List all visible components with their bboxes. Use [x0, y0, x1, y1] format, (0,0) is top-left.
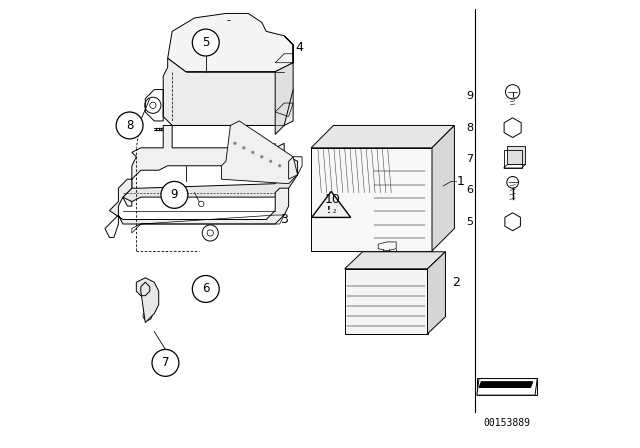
- Circle shape: [319, 218, 321, 220]
- Text: 8: 8: [467, 123, 474, 133]
- Circle shape: [145, 97, 161, 113]
- Text: 10: 10: [324, 193, 340, 206]
- Polygon shape: [123, 125, 284, 206]
- Circle shape: [192, 29, 219, 56]
- Polygon shape: [221, 121, 298, 184]
- Polygon shape: [163, 58, 293, 125]
- Text: 1: 1: [457, 175, 465, 188]
- Polygon shape: [311, 125, 454, 148]
- Polygon shape: [432, 125, 454, 251]
- Circle shape: [325, 224, 328, 227]
- Text: 5: 5: [202, 36, 209, 49]
- Circle shape: [202, 225, 218, 241]
- Polygon shape: [505, 213, 520, 231]
- Circle shape: [337, 243, 340, 246]
- Circle shape: [332, 237, 334, 239]
- Circle shape: [319, 243, 321, 246]
- Circle shape: [344, 224, 346, 227]
- Polygon shape: [345, 252, 445, 269]
- Circle shape: [337, 224, 340, 227]
- Circle shape: [161, 181, 188, 208]
- Text: 9: 9: [171, 188, 178, 202]
- Circle shape: [325, 230, 328, 233]
- Circle shape: [344, 230, 346, 233]
- Circle shape: [143, 311, 152, 320]
- Circle shape: [234, 142, 236, 145]
- Text: 6: 6: [467, 185, 474, 195]
- Circle shape: [332, 218, 334, 220]
- Polygon shape: [109, 179, 289, 224]
- Polygon shape: [508, 146, 525, 164]
- Polygon shape: [504, 118, 521, 138]
- Text: !: !: [327, 206, 331, 215]
- Bar: [371, 155, 428, 244]
- Polygon shape: [504, 164, 525, 168]
- Text: 00153889: 00153889: [484, 418, 531, 428]
- Circle shape: [507, 177, 518, 188]
- Polygon shape: [479, 382, 533, 388]
- Circle shape: [344, 243, 346, 246]
- Circle shape: [344, 237, 346, 239]
- Circle shape: [325, 218, 328, 220]
- Polygon shape: [479, 382, 533, 388]
- Circle shape: [269, 160, 272, 163]
- Polygon shape: [168, 13, 293, 72]
- Text: 2: 2: [452, 276, 460, 289]
- Circle shape: [192, 276, 219, 302]
- Circle shape: [337, 237, 340, 239]
- Text: 2: 2: [333, 209, 336, 215]
- Text: 8: 8: [126, 119, 133, 132]
- Circle shape: [319, 230, 321, 233]
- Circle shape: [325, 243, 328, 246]
- Text: 4: 4: [296, 40, 303, 54]
- Text: 7: 7: [162, 356, 169, 370]
- Polygon shape: [428, 252, 445, 334]
- Text: 5: 5: [467, 217, 474, 227]
- Circle shape: [243, 146, 245, 149]
- Circle shape: [116, 112, 143, 139]
- Polygon shape: [312, 191, 351, 217]
- Circle shape: [332, 243, 334, 246]
- Circle shape: [278, 164, 281, 167]
- Circle shape: [152, 349, 179, 376]
- Polygon shape: [275, 36, 293, 134]
- Circle shape: [319, 224, 321, 227]
- Circle shape: [319, 237, 321, 239]
- Circle shape: [337, 218, 340, 220]
- Circle shape: [260, 155, 263, 158]
- Polygon shape: [345, 269, 428, 334]
- Polygon shape: [123, 157, 298, 202]
- Text: 6: 6: [202, 282, 209, 296]
- Text: 3: 3: [280, 213, 287, 226]
- Circle shape: [332, 230, 334, 233]
- Polygon shape: [311, 148, 432, 251]
- Text: 7: 7: [467, 154, 474, 164]
- Circle shape: [332, 224, 334, 227]
- Polygon shape: [136, 278, 159, 323]
- Circle shape: [337, 230, 340, 233]
- Text: 9: 9: [467, 91, 474, 101]
- Circle shape: [325, 237, 328, 239]
- Circle shape: [344, 218, 346, 220]
- Polygon shape: [477, 379, 538, 395]
- Circle shape: [506, 85, 520, 99]
- Circle shape: [252, 151, 254, 154]
